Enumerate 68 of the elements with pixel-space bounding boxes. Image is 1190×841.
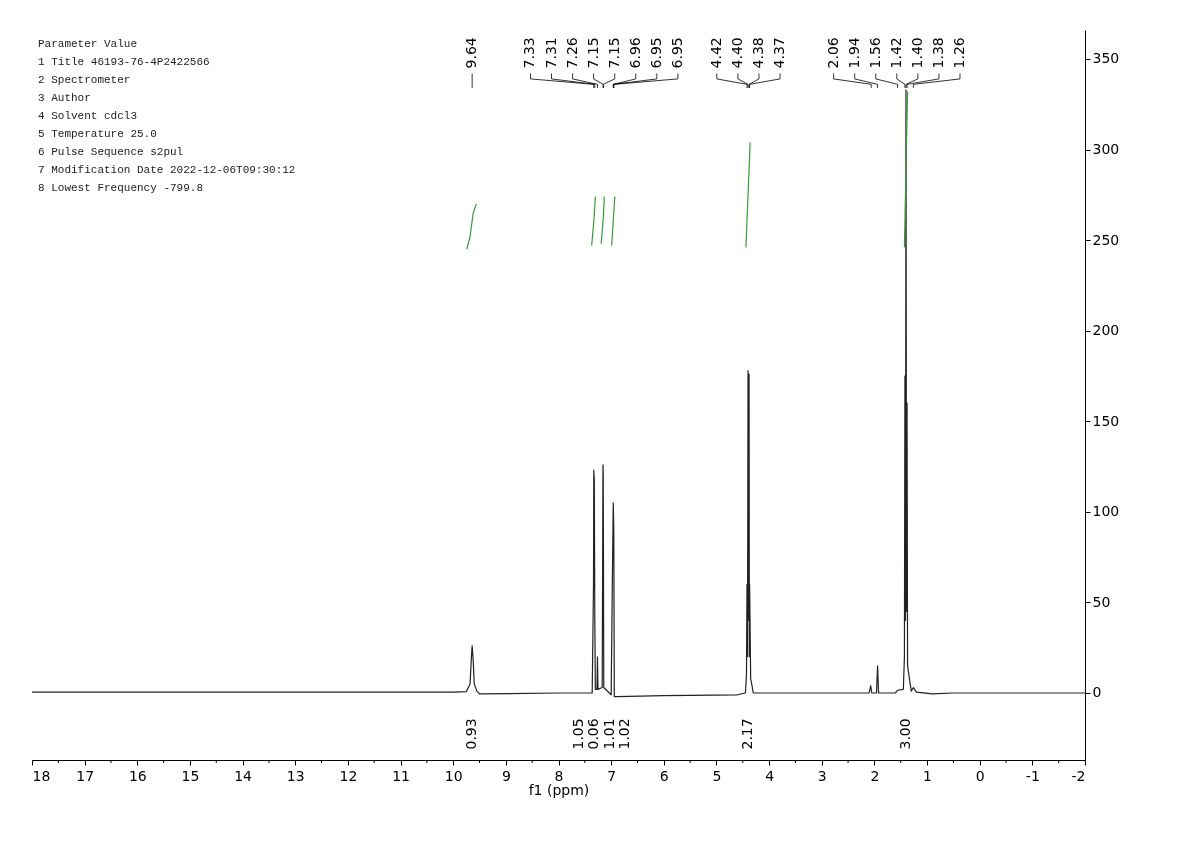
annotation: 1.01 bbox=[600, 718, 617, 750]
annotation: 6.95 bbox=[668, 37, 685, 69]
annotation: 4.40 bbox=[728, 37, 745, 69]
annotation: 3 Author bbox=[38, 92, 91, 104]
y-tick-label: 250 bbox=[1092, 231, 1120, 248]
annotation: 0.06 bbox=[585, 718, 602, 750]
annotation: 7.15 bbox=[584, 37, 601, 69]
annotation: 2 Spectrometer bbox=[38, 74, 131, 86]
x-tick-label: 13 bbox=[286, 767, 305, 784]
annotation: 2.17 bbox=[739, 718, 756, 750]
y-tick-label: 50 bbox=[1092, 593, 1111, 610]
annotation: 6.95 bbox=[647, 37, 664, 69]
x-tick-label: 11 bbox=[392, 767, 410, 784]
x-tick-label: 7 bbox=[607, 767, 617, 784]
x-tick-label: 9 bbox=[501, 767, 511, 784]
annotation: 6 Pulse Sequence s2pul bbox=[38, 146, 184, 158]
annotation: 7.15 bbox=[605, 37, 622, 69]
x-tick-label: 10 bbox=[444, 767, 463, 784]
annotation: 7.26 bbox=[563, 37, 580, 69]
annotation: 4.42 bbox=[707, 37, 724, 69]
annotation: 4 Solvent cdcl3 bbox=[38, 110, 138, 122]
annotation: 7 Modification Date 2022-12-06T09:30:12 bbox=[38, 164, 296, 176]
line-series bbox=[32, 89, 1085, 698]
y-tick-label: 200 bbox=[1092, 322, 1120, 339]
x-tick-label: 6 bbox=[659, 767, 669, 784]
annotation: Parameter Value bbox=[38, 38, 138, 50]
x-tick-label: -2 bbox=[1071, 767, 1086, 784]
line-series bbox=[466, 203, 477, 250]
x-tick-label: 2 bbox=[870, 767, 880, 784]
x-tick-label: 15 bbox=[181, 767, 200, 784]
annotation: 1 Title 46193-76-4P2422566 bbox=[38, 56, 210, 68]
annotation: 7.33 bbox=[521, 37, 538, 69]
annotation: 6.96 bbox=[626, 37, 643, 69]
annotation: 1.56 bbox=[866, 37, 883, 69]
y-tick-label: 100 bbox=[1092, 503, 1120, 520]
annotation: 1.42 bbox=[887, 37, 904, 69]
annotation: 1.26 bbox=[950, 37, 967, 69]
annotation: 4.37 bbox=[771, 37, 788, 69]
annotation: 2.06 bbox=[824, 37, 841, 69]
annotation: 0.93 bbox=[463, 718, 480, 750]
annotation: 7.31 bbox=[542, 37, 559, 69]
y-tick-label: 350 bbox=[1092, 50, 1120, 67]
x-tick-label: 8 bbox=[554, 767, 564, 784]
x-tick-label: 16 bbox=[128, 767, 147, 784]
annotation: 1.40 bbox=[908, 37, 925, 69]
x-tick-label: 17 bbox=[76, 767, 95, 784]
x-tick-label: 0 bbox=[975, 767, 985, 784]
annotation: 1.02 bbox=[615, 718, 632, 750]
x-axis-title: f1 (ppm) bbox=[528, 781, 590, 798]
x-tick-label: -1 bbox=[1025, 767, 1040, 784]
x-tick-label: 3 bbox=[817, 767, 827, 784]
annotation: 1.38 bbox=[929, 37, 946, 69]
annotation: 9.64 bbox=[463, 37, 480, 69]
x-tick-label: 14 bbox=[234, 767, 253, 784]
x-tick-label: 4 bbox=[765, 767, 775, 784]
annotation: 5 Temperature 25.0 bbox=[38, 128, 157, 140]
x-tick-label: 5 bbox=[712, 767, 722, 784]
annotation: 3.00 bbox=[896, 718, 913, 750]
x-tick-label: 12 bbox=[339, 767, 358, 784]
x-tick-label: 18 bbox=[32, 767, 51, 784]
annotation: 1.05 bbox=[570, 718, 587, 750]
annotation: 1.94 bbox=[845, 37, 862, 69]
y-tick-label: 0 bbox=[1092, 684, 1102, 701]
annotation: 8 Lowest Frequency -799.8 bbox=[38, 182, 204, 194]
y-tick-label: 150 bbox=[1092, 412, 1120, 429]
x-tick-label: 1 bbox=[923, 767, 933, 784]
annotation: 4.38 bbox=[749, 37, 766, 69]
y-tick-label: 300 bbox=[1092, 141, 1120, 158]
